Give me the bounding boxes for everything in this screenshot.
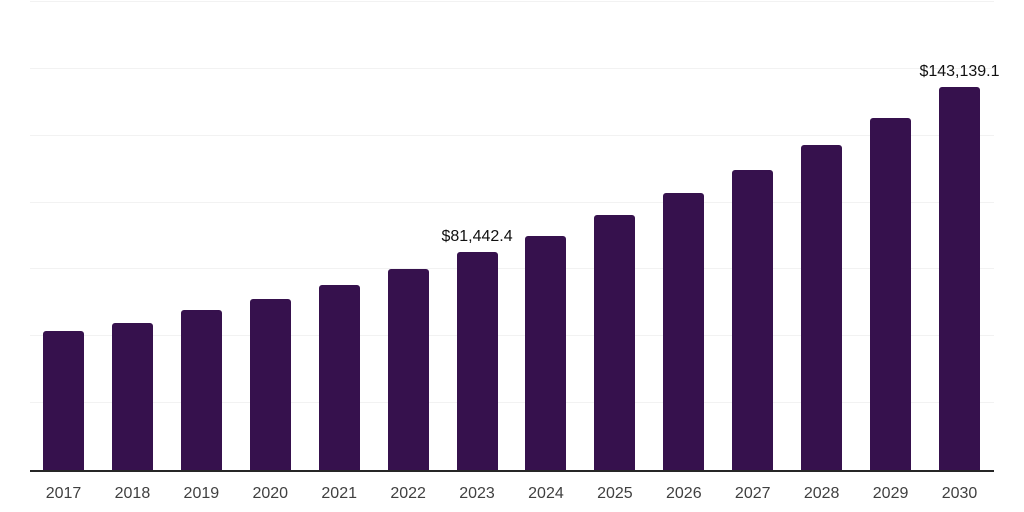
bar-slot-2020: 2020 xyxy=(249,2,291,502)
bar-slot-2024: 2024 xyxy=(525,2,567,502)
bar-2029 xyxy=(870,118,912,470)
x-tick-label-2021: 2021 xyxy=(321,485,357,502)
bar-slot-2022: 2022 xyxy=(387,2,429,502)
value-label-2023: $81,442.4 xyxy=(441,228,513,246)
bar-2025 xyxy=(594,214,636,470)
x-tick-label-2027: 2027 xyxy=(734,485,771,502)
gridline-75000 xyxy=(30,268,994,270)
gridline-25000 xyxy=(30,402,994,404)
bar-slot-2025: 2025 xyxy=(594,2,636,502)
x-tick-label-2030: 2030 xyxy=(941,485,978,502)
bar-2021 xyxy=(318,284,360,470)
bar-2018 xyxy=(111,322,153,470)
bar-2023 xyxy=(456,252,498,470)
gridline-125000 xyxy=(30,134,994,136)
x-tick-label-2029: 2029 xyxy=(872,485,909,502)
bar-2028 xyxy=(801,145,843,470)
value-label-2030: $143,139.1 xyxy=(919,63,1000,81)
gridline-50000 xyxy=(30,335,994,337)
bar-slot-2023: $81,442.4 2023 xyxy=(441,2,512,502)
bar-2027 xyxy=(732,169,774,470)
bar-2020 xyxy=(249,298,291,470)
bar-slot-2030: $143,139.1 2030 xyxy=(919,2,999,502)
x-tick-label-2022: 2022 xyxy=(390,485,426,502)
gridline-100000 xyxy=(30,201,994,203)
bar-2024 xyxy=(525,235,567,470)
bar-slot-2029: 2029 xyxy=(870,2,912,502)
x-tick-label-2026: 2026 xyxy=(666,485,702,502)
bar-slot-2017: 2017 xyxy=(43,2,84,502)
bar-2022 xyxy=(387,268,429,470)
gridline-175000 xyxy=(30,1,994,2)
bar-slot-2026: 2026 xyxy=(663,2,705,502)
gridline-150000 xyxy=(30,67,994,69)
bar-2017 xyxy=(43,331,84,470)
bar-slot-2021: 2021 xyxy=(318,2,360,502)
bar-2030 xyxy=(938,87,980,470)
bar-2019 xyxy=(180,309,222,470)
x-tick-label-2020: 2020 xyxy=(252,485,289,502)
x-tick-label-2025: 2025 xyxy=(597,485,633,502)
x-tick-label-2019: 2019 xyxy=(183,485,220,502)
x-tick-label-2017: 2017 xyxy=(45,485,82,502)
bars-container: 2017 2018 2019 2020 2021 2022 $81,442.4 2023 202… xyxy=(30,2,1000,502)
bar-slot-2018: 2018 xyxy=(111,2,153,502)
bar-slot-2027: 2027 xyxy=(732,2,774,502)
bar-2026 xyxy=(663,192,705,470)
x-tick-label-2024: 2024 xyxy=(528,485,564,502)
x-tick-label-2018: 2018 xyxy=(114,485,151,502)
bar-slot-2028: 2028 xyxy=(801,2,843,502)
x-tick-label-2028: 2028 xyxy=(803,485,840,502)
plot-area: 2017 2018 2019 2020 2021 2022 $81,442.4 2023 202… xyxy=(30,1,1000,502)
x-tick-label-2023: 2023 xyxy=(459,485,495,502)
bar-slot-2019: 2019 xyxy=(180,2,222,502)
